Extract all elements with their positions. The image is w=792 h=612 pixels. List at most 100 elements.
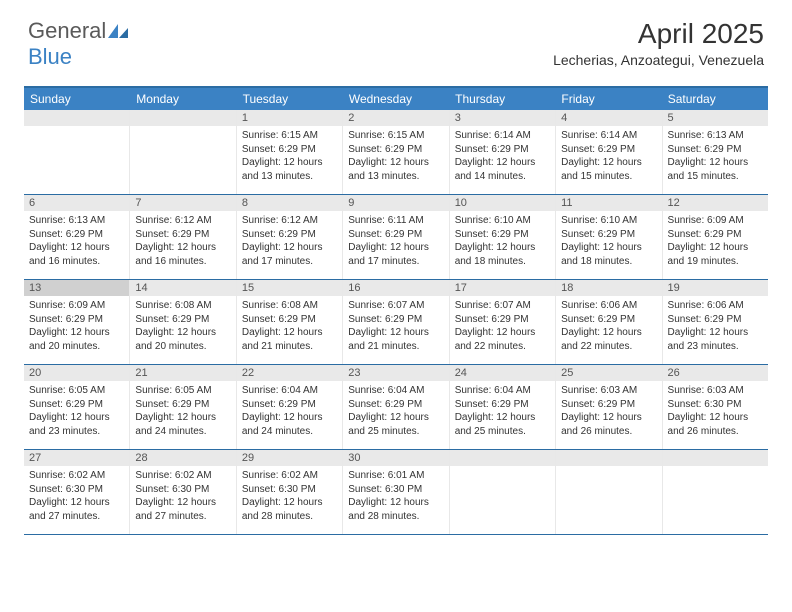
day-body: Sunrise: 6:12 AMSunset: 6:29 PMDaylight:… [130, 211, 235, 273]
daylight-text: Daylight: 12 hours and 26 minutes. [561, 411, 656, 438]
logo-sail-icon [108, 22, 130, 43]
daylight-text: Daylight: 12 hours and 25 minutes. [348, 411, 443, 438]
sunset-text: Sunset: 6:29 PM [242, 313, 337, 327]
day-cell [556, 450, 662, 534]
sunset-text: Sunset: 6:29 PM [455, 228, 550, 242]
day-body: Sunrise: 6:13 AMSunset: 6:29 PMDaylight:… [663, 126, 768, 188]
sunset-text: Sunset: 6:29 PM [242, 228, 337, 242]
sunrise-text: Sunrise: 6:05 AM [29, 384, 124, 398]
sunset-text: Sunset: 6:29 PM [135, 313, 230, 327]
sunrise-text: Sunrise: 6:10 AM [455, 214, 550, 228]
day-body: Sunrise: 6:10 AMSunset: 6:29 PMDaylight:… [556, 211, 661, 273]
day-number: 24 [450, 365, 555, 381]
day-body: Sunrise: 6:03 AMSunset: 6:30 PMDaylight:… [663, 381, 768, 443]
sunrise-text: Sunrise: 6:05 AM [135, 384, 230, 398]
day-cell [24, 110, 130, 194]
sunrise-text: Sunrise: 6:11 AM [348, 214, 443, 228]
daylight-text: Daylight: 12 hours and 17 minutes. [242, 241, 337, 268]
daylight-text: Daylight: 12 hours and 20 minutes. [29, 326, 124, 353]
day-cell [663, 450, 768, 534]
sunset-text: Sunset: 6:29 PM [561, 313, 656, 327]
daylight-text: Daylight: 12 hours and 16 minutes. [29, 241, 124, 268]
calendar: Sunday Monday Tuesday Wednesday Thursday… [24, 86, 768, 535]
weeks-container: 1Sunrise: 6:15 AMSunset: 6:29 PMDaylight… [24, 110, 768, 535]
sunrise-text: Sunrise: 6:04 AM [242, 384, 337, 398]
daylight-text: Daylight: 12 hours and 13 minutes. [242, 156, 337, 183]
sunrise-text: Sunrise: 6:03 AM [668, 384, 763, 398]
sunset-text: Sunset: 6:29 PM [348, 228, 443, 242]
day-body: Sunrise: 6:09 AMSunset: 6:29 PMDaylight:… [24, 296, 129, 358]
day-body: Sunrise: 6:14 AMSunset: 6:29 PMDaylight:… [556, 126, 661, 188]
day-cell: 3Sunrise: 6:14 AMSunset: 6:29 PMDaylight… [450, 110, 556, 194]
sunset-text: Sunset: 6:29 PM [348, 313, 443, 327]
sunrise-text: Sunrise: 6:09 AM [29, 299, 124, 313]
day-body: Sunrise: 6:10 AMSunset: 6:29 PMDaylight:… [450, 211, 555, 273]
sunset-text: Sunset: 6:29 PM [561, 143, 656, 157]
sunrise-text: Sunrise: 6:07 AM [455, 299, 550, 313]
daylight-text: Daylight: 12 hours and 21 minutes. [242, 326, 337, 353]
sunset-text: Sunset: 6:29 PM [348, 398, 443, 412]
logo: General Blue [28, 18, 130, 70]
daylight-text: Daylight: 12 hours and 20 minutes. [135, 326, 230, 353]
day-cell: 11Sunrise: 6:10 AMSunset: 6:29 PMDayligh… [556, 195, 662, 279]
day-body: Sunrise: 6:13 AMSunset: 6:29 PMDaylight:… [24, 211, 129, 273]
day-body: Sunrise: 6:09 AMSunset: 6:29 PMDaylight:… [663, 211, 768, 273]
week-row: 1Sunrise: 6:15 AMSunset: 6:29 PMDaylight… [24, 110, 768, 195]
day-cell: 28Sunrise: 6:02 AMSunset: 6:30 PMDayligh… [130, 450, 236, 534]
daylight-text: Daylight: 12 hours and 27 minutes. [29, 496, 124, 523]
sunrise-text: Sunrise: 6:04 AM [348, 384, 443, 398]
daylight-text: Daylight: 12 hours and 25 minutes. [455, 411, 550, 438]
sunrise-text: Sunrise: 6:08 AM [135, 299, 230, 313]
sunset-text: Sunset: 6:29 PM [455, 313, 550, 327]
day-cell: 7Sunrise: 6:12 AMSunset: 6:29 PMDaylight… [130, 195, 236, 279]
daylight-text: Daylight: 12 hours and 18 minutes. [455, 241, 550, 268]
day-cell: 18Sunrise: 6:06 AMSunset: 6:29 PMDayligh… [556, 280, 662, 364]
sunrise-text: Sunrise: 6:15 AM [348, 129, 443, 143]
day-cell: 12Sunrise: 6:09 AMSunset: 6:29 PMDayligh… [663, 195, 768, 279]
sunset-text: Sunset: 6:29 PM [135, 398, 230, 412]
daylight-text: Daylight: 12 hours and 16 minutes. [135, 241, 230, 268]
dow-wednesday: Wednesday [343, 88, 449, 110]
daylight-text: Daylight: 12 hours and 15 minutes. [668, 156, 763, 183]
day-number: 5 [663, 110, 768, 126]
sunrise-text: Sunrise: 6:08 AM [242, 299, 337, 313]
day-cell: 30Sunrise: 6:01 AMSunset: 6:30 PMDayligh… [343, 450, 449, 534]
sunset-text: Sunset: 6:29 PM [29, 313, 124, 327]
week-row: 27Sunrise: 6:02 AMSunset: 6:30 PMDayligh… [24, 450, 768, 535]
day-cell: 26Sunrise: 6:03 AMSunset: 6:30 PMDayligh… [663, 365, 768, 449]
sunrise-text: Sunrise: 6:13 AM [29, 214, 124, 228]
day-number: 4 [556, 110, 661, 126]
day-body: Sunrise: 6:15 AMSunset: 6:29 PMDaylight:… [343, 126, 448, 188]
day-body: Sunrise: 6:04 AMSunset: 6:29 PMDaylight:… [450, 381, 555, 443]
daylight-text: Daylight: 12 hours and 23 minutes. [29, 411, 124, 438]
day-number: 14 [130, 280, 235, 296]
day-cell: 14 Sunrise: 6:08 AMSunset: 6:29 PMDayligh… [130, 280, 236, 364]
sunrise-text: Sunrise: 6:04 AM [455, 384, 550, 398]
daylight-text: Daylight: 12 hours and 28 minutes. [242, 496, 337, 523]
sunrise-text: Sunrise: 6:12 AM [135, 214, 230, 228]
sunset-text: Sunset: 6:29 PM [135, 228, 230, 242]
week-row: 6Sunrise: 6:13 AMSunset: 6:29 PMDaylight… [24, 195, 768, 280]
daylight-text: Daylight: 12 hours and 23 minutes. [668, 326, 763, 353]
sunset-text: Sunset: 6:30 PM [668, 398, 763, 412]
daylight-text: Daylight: 12 hours and 22 minutes. [455, 326, 550, 353]
day-number: 27 [24, 450, 129, 466]
day-number: 1 [237, 110, 342, 126]
day-cell: 27Sunrise: 6:02 AMSunset: 6:30 PMDayligh… [24, 450, 130, 534]
sunrise-text: Sunrise: 6:06 AM [561, 299, 656, 313]
day-number: 18 [556, 280, 661, 296]
day-number: 20 [24, 365, 129, 381]
day-number: 12 [663, 195, 768, 211]
sunrise-text: Sunrise: 6:13 AM [668, 129, 763, 143]
day-number: 15 [237, 280, 342, 296]
day-body: Sunrise: 6:05 AMSunset: 6:29 PMDaylight:… [130, 381, 235, 443]
day-cell: 13Sunrise: 6:09 AMSunset: 6:29 PMDayligh… [24, 280, 130, 364]
sunrise-text: Sunrise: 6:09 AM [668, 214, 763, 228]
day-body: Sunrise: 6:07 AMSunset: 6:29 PMDaylight:… [450, 296, 555, 358]
day-cell [130, 110, 236, 194]
day-cell: 9Sunrise: 6:11 AMSunset: 6:29 PMDaylight… [343, 195, 449, 279]
dow-header-row: Sunday Monday Tuesday Wednesday Thursday… [24, 88, 768, 110]
day-cell: 25Sunrise: 6:03 AMSunset: 6:29 PMDayligh… [556, 365, 662, 449]
sunset-text: Sunset: 6:30 PM [29, 483, 124, 497]
day-cell: 8Sunrise: 6:12 AMSunset: 6:29 PMDaylight… [237, 195, 343, 279]
